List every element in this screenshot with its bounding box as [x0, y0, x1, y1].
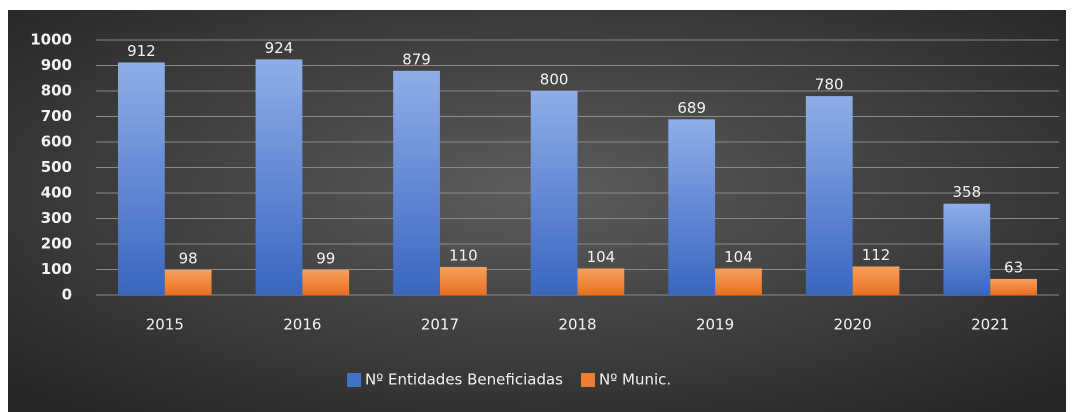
y-tick-label: 700: [41, 107, 72, 125]
data-label: 98: [179, 250, 198, 268]
data-label: 912: [127, 42, 156, 60]
data-label: 924: [265, 39, 294, 57]
bar: [118, 62, 165, 295]
data-label: 112: [862, 246, 891, 264]
data-label: 689: [677, 99, 706, 117]
legend-swatch: [347, 373, 361, 387]
bar: [852, 266, 900, 295]
y-tick-label: 600: [41, 133, 72, 151]
bar: [943, 203, 991, 295]
data-label: 358: [953, 183, 982, 201]
y-tick-label: 100: [41, 260, 72, 278]
bar: [577, 268, 625, 295]
y-tick-label: 0: [62, 286, 72, 304]
x-tick-label: 2018: [558, 316, 596, 334]
x-tick-label: 2020: [834, 316, 872, 334]
y-tick-label: 1000: [30, 31, 72, 49]
bar: [164, 270, 212, 295]
bar: [530, 91, 578, 295]
bar: [990, 278, 1037, 295]
legend-swatch: [580, 373, 595, 387]
bar: [805, 96, 853, 295]
data-label: 104: [724, 248, 753, 266]
bar: [255, 59, 303, 295]
x-tick-label: 2015: [146, 316, 184, 334]
x-tick-label: 2017: [421, 316, 459, 334]
legend-label: Nº Munic.: [599, 371, 671, 389]
bar: [715, 268, 762, 295]
data-label: 879: [402, 50, 431, 68]
data-label: 63: [1004, 258, 1023, 276]
y-tick-label: 500: [41, 158, 72, 176]
data-label: 104: [587, 248, 616, 266]
bar: [302, 269, 350, 295]
bar: [393, 70, 440, 295]
y-tick-label: 200: [41, 235, 72, 253]
data-label: 99: [316, 249, 335, 267]
data-label: 800: [540, 71, 569, 89]
y-tick-label: 900: [41, 56, 72, 74]
y-tick-label: 400: [41, 184, 72, 202]
legend-label: Nº Entidades Beneficiadas: [365, 371, 563, 389]
y-tick-label: 300: [41, 209, 72, 227]
bar: [668, 119, 716, 296]
data-label: 780: [815, 76, 844, 94]
bar: [439, 266, 487, 295]
y-tick-label: 800: [41, 82, 72, 100]
x-tick-label: 2021: [971, 316, 1009, 334]
x-tick-label: 2016: [283, 316, 321, 334]
data-label: 110: [449, 246, 478, 264]
x-tick-label: 2019: [696, 316, 734, 334]
